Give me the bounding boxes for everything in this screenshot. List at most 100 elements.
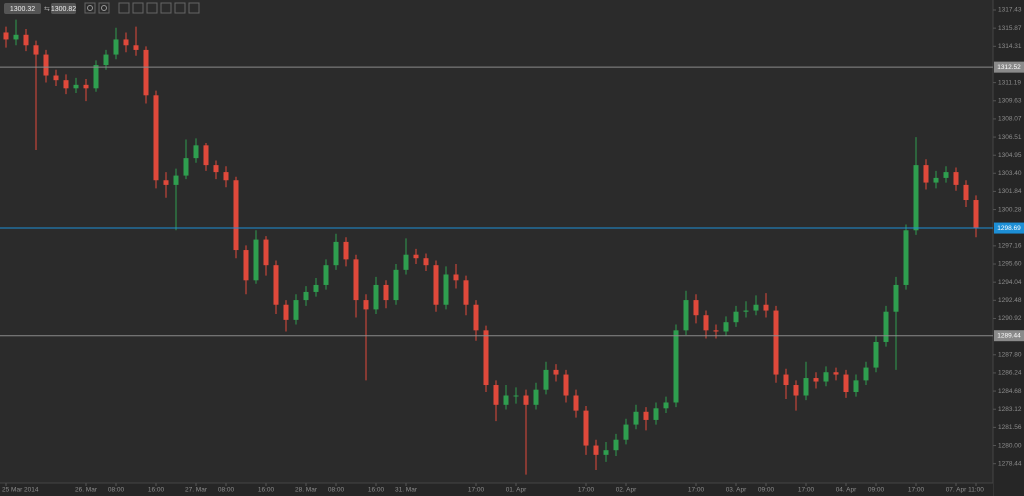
y-tick-label: 1280.00 <box>998 442 1022 449</box>
candle-body <box>803 378 809 396</box>
x-tick-label: 16:00 <box>148 487 165 494</box>
candle-body <box>413 254 419 259</box>
x-tick-label: 17:00 <box>908 487 925 494</box>
y-tick-label: 1300.28 <box>998 206 1022 213</box>
bid-box[interactable] <box>4 3 41 14</box>
spread-icon: ⇆ <box>44 6 50 13</box>
candle-body <box>433 265 439 305</box>
x-tick-label: 02. Apr <box>616 487 637 494</box>
candle-body <box>423 258 429 266</box>
candle-body <box>693 300 699 316</box>
bid-price: 1300.32 <box>10 6 35 13</box>
candle-body <box>633 411 639 425</box>
candle-body <box>123 39 129 46</box>
pencil-button[interactable] <box>188 2 200 14</box>
candle-body <box>923 165 929 183</box>
candle-body <box>103 54 109 66</box>
y-tick-label: 1290.92 <box>998 315 1022 322</box>
candle-body <box>943 172 949 178</box>
candle-body <box>233 180 239 251</box>
candle-body <box>63 80 69 89</box>
layers-button[interactable] <box>160 2 172 14</box>
candle-body <box>363 300 369 310</box>
indicators-button[interactable] <box>146 2 158 14</box>
candle-body <box>913 165 919 231</box>
y-tick-label: 1301.84 <box>998 188 1022 195</box>
candle-body <box>573 395 579 411</box>
candle-body <box>883 311 889 342</box>
zoom-in-button[interactable] <box>84 2 96 14</box>
y-tick-label: 1284.68 <box>998 388 1022 395</box>
zoom-in-icon <box>87 5 93 11</box>
x-tick-label: 08:00 <box>328 487 345 494</box>
candle-body <box>333 241 339 266</box>
x-tick-label: 31. Mar <box>395 487 418 494</box>
y-tick-label: 1308.07 <box>998 116 1022 123</box>
x-tick-label: 17:00 <box>798 487 815 494</box>
x-tick-label: 17:00 <box>468 487 485 494</box>
candle-body <box>293 300 299 320</box>
candle-body <box>523 395 529 405</box>
candle-body <box>763 304 769 311</box>
candle-body <box>973 200 979 228</box>
candle-body <box>653 408 659 420</box>
y-tick-label: 1311.19 <box>998 79 1021 86</box>
candle-body <box>153 95 159 181</box>
candle-body <box>193 145 199 159</box>
candle-body <box>303 291 309 301</box>
candle-body <box>93 65 99 89</box>
candle-body <box>843 374 849 393</box>
candle-body <box>203 145 209 166</box>
zoom-out-button[interactable] <box>98 2 110 14</box>
candle-body <box>853 380 859 393</box>
candle-body <box>773 310 779 375</box>
cursor-button[interactable] <box>118 2 130 14</box>
candle-body <box>343 241 349 260</box>
y-tick-label: 1303.40 <box>998 170 1022 177</box>
x-tick-label: 26. Mar <box>75 487 98 494</box>
y-tick-label: 1297.16 <box>998 243 1022 250</box>
drawing-button[interactable] <box>174 2 186 14</box>
candle-body <box>903 230 909 285</box>
y-tick-label: 1278.44 <box>998 460 1022 467</box>
candle-body <box>453 274 459 281</box>
candle-body <box>183 158 189 176</box>
x-tick-label: 03. Apr <box>726 487 747 494</box>
candle-body <box>393 269 399 301</box>
candle-body <box>543 369 549 390</box>
time-axis-panel <box>0 483 993 496</box>
x-tick-label: 07. Apr <box>946 487 967 494</box>
candle-body <box>73 84 79 89</box>
candle-body <box>383 284 389 301</box>
candle-body <box>643 411 649 420</box>
candle-body <box>593 445 599 455</box>
toolbar: 1300.32 ⇆ 1300.82 <box>4 2 200 14</box>
candle-body <box>3 32 9 40</box>
ask-box[interactable] <box>51 3 76 14</box>
candle-body <box>133 45 139 50</box>
x-tick-label: 08:00 <box>108 487 125 494</box>
y-tick-label: 1281.56 <box>998 424 1022 431</box>
candle-body <box>783 374 789 386</box>
candle-body <box>963 184 969 201</box>
candle-body <box>243 250 249 281</box>
x-tick-label: 28. Mar <box>295 487 318 494</box>
candle-body <box>683 300 689 331</box>
candle-body <box>753 304 759 311</box>
candle-body <box>33 45 39 55</box>
plot-area <box>3 19 979 475</box>
candle-body <box>583 410 589 446</box>
x-tick-label: 17:00 <box>688 487 705 494</box>
candle-body <box>723 322 729 332</box>
candle-body <box>483 330 489 386</box>
level-label-box <box>994 222 1024 234</box>
x-tick-label: 09:00 <box>758 487 775 494</box>
chart-type-button[interactable] <box>132 2 144 14</box>
x-tick-label: 11:00 <box>968 487 984 494</box>
candle-body <box>313 284 319 292</box>
level-label-box <box>994 61 1024 73</box>
candle-body <box>403 254 409 270</box>
